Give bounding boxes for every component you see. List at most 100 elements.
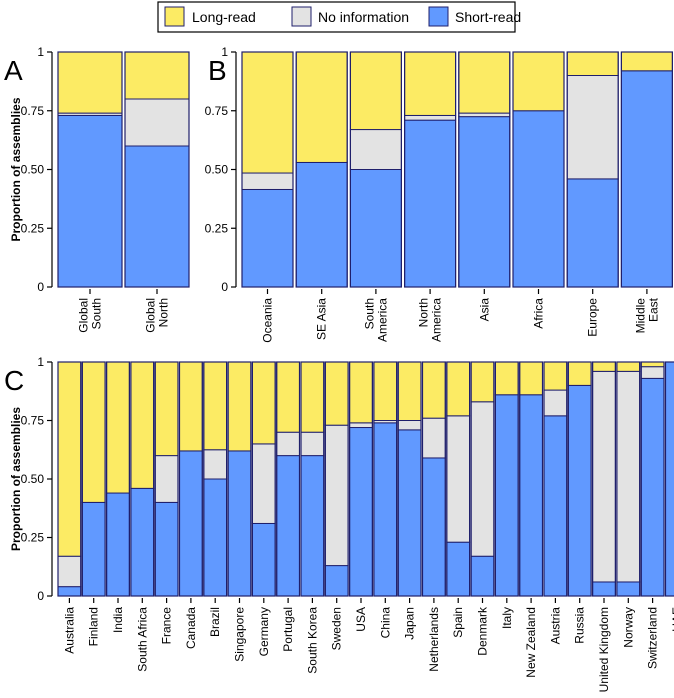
- bar-segment-short-read: [349, 427, 373, 597]
- bar-segment-long-read: [154, 361, 179, 457]
- category-label-norway: Norway: [621, 607, 635, 648]
- legend-swatch-no-information: [291, 6, 312, 27]
- bar-outline: [470, 361, 495, 597]
- category-label-europe: Europe: [586, 298, 600, 337]
- y-tick-label: 0.50: [21, 472, 45, 486]
- y-tick-label: 0.25: [21, 221, 45, 235]
- bar-segment-no-information: [124, 98, 190, 147]
- bar-segment-short-read: [276, 455, 301, 597]
- category-label-new-zealand: New Zealand: [524, 607, 538, 678]
- legend-swatch-short-read: [428, 6, 449, 27]
- category-label-south-america: America: [375, 298, 389, 342]
- bar-segment-no-information: [640, 366, 665, 379]
- bar-outline: [421, 361, 446, 597]
- category-label-global-south: South: [90, 298, 104, 329]
- panel-c: C 0 0.25 0.50 0.75 1 Proportion of assemblies A…: [4, 355, 674, 692]
- bar-segment-long-read: [373, 361, 398, 421]
- category-label-north-america: North: [417, 298, 431, 327]
- category-label-finland: Finland: [87, 607, 101, 646]
- category-label-middle-east: East: [646, 297, 660, 322]
- bar-segment-no-information: [276, 431, 301, 457]
- category-label-global-south: Global: [77, 298, 91, 333]
- bar-outline: [349, 361, 374, 597]
- bar-segment-no-information: [446, 415, 471, 543]
- y-tick-label: 1: [37, 45, 44, 59]
- bar-segment-short-read: [124, 145, 190, 288]
- legend-swatch-long-read: [164, 6, 185, 27]
- bar-outline: [124, 51, 190, 288]
- bar-outline: [566, 51, 619, 288]
- category-label-spain: Spain: [451, 607, 465, 638]
- bar-outline: [105, 361, 130, 597]
- bar-segment-short-read: [227, 450, 252, 597]
- bar-outline: [203, 361, 228, 597]
- bar-segment-short-read: [57, 586, 82, 597]
- bar-segment-no-information: [203, 449, 228, 480]
- bar-segment-long-read: [592, 361, 616, 372]
- bar-outline: [154, 361, 179, 597]
- bar-segment-short-read: [566, 178, 619, 288]
- bar-segment-long-read: [276, 361, 301, 433]
- bar-segment-long-read: [203, 361, 228, 451]
- bar-segment-long-read: [640, 361, 665, 368]
- bar-segment-long-read: [300, 361, 325, 433]
- bar-segment-long-read: [81, 361, 106, 503]
- bar-segment-long-read: [106, 361, 130, 494]
- category-label-switzerland: Switzerland: [646, 607, 660, 669]
- y-tick-label: 0.25: [21, 531, 45, 545]
- category-label-sweden: Sweden: [330, 607, 344, 650]
- y-tick-label: 0: [37, 280, 44, 294]
- bar-segment-long-read: [519, 361, 544, 396]
- category-label-australia: Australia: [62, 607, 76, 654]
- legend-label-long-read: Long-read: [192, 9, 256, 25]
- bar-segment-long-read: [458, 51, 511, 114]
- category-label-global-north: North: [157, 298, 171, 327]
- bar-outline: [404, 51, 457, 288]
- bar-segment-short-read: [251, 522, 276, 597]
- panel-letter-a: A: [4, 55, 23, 86]
- bar-segment-long-read: [295, 51, 348, 163]
- category-label-united-kingdom: United Kingdom: [597, 607, 611, 692]
- bar-outline: [276, 361, 301, 597]
- category-label-oceania: Oceania: [261, 298, 275, 343]
- bar-outline: [567, 361, 592, 597]
- y-tick-label: 0: [37, 589, 44, 603]
- bar-outline: [543, 361, 568, 597]
- bar-segment-long-read: [422, 361, 446, 419]
- bar-segment-short-read: [512, 110, 565, 288]
- y-tick-label: 0.75: [21, 104, 45, 118]
- y-tick-label: 0.75: [21, 414, 45, 428]
- bar-outline: [295, 51, 348, 288]
- bar-segment-short-read: [665, 361, 674, 597]
- category-label-portugal: Portugal: [281, 607, 295, 652]
- bar-segment-short-read: [458, 116, 511, 288]
- y-tick-label: 0.50: [21, 163, 45, 177]
- category-label-austria: Austria: [548, 607, 562, 645]
- bar-outline: [458, 51, 511, 288]
- legend-label-short-read: Short-read: [455, 9, 521, 25]
- bar-segment-long-read: [397, 361, 422, 421]
- bar-segment-no-information: [404, 114, 457, 121]
- bar-segment-long-read: [124, 51, 190, 100]
- bar-segment-no-information: [422, 417, 446, 459]
- bar-segment-long-read: [57, 51, 123, 114]
- category-label-asia: Asia: [477, 298, 491, 322]
- y-tick-label: 0.25: [205, 221, 229, 235]
- category-label-germany: Germany: [257, 607, 271, 656]
- bar-segment-no-information: [616, 370, 641, 583]
- bar-outline: [494, 361, 519, 597]
- bar-segment-short-read: [179, 450, 203, 597]
- bar-segment-short-read: [106, 492, 130, 597]
- bar-segment-short-read: [373, 422, 398, 597]
- panel-letter-b: B: [208, 55, 227, 86]
- bar-segment-long-read: [57, 361, 82, 557]
- category-label-south-korea: South Korea: [305, 607, 319, 674]
- bar-outline: [178, 361, 203, 597]
- bar-segment-long-read: [616, 361, 641, 372]
- bar-outline: [446, 361, 471, 597]
- category-label-canada: Canada: [184, 607, 198, 649]
- bar-outline: [130, 361, 155, 597]
- bar-outline: [300, 361, 325, 597]
